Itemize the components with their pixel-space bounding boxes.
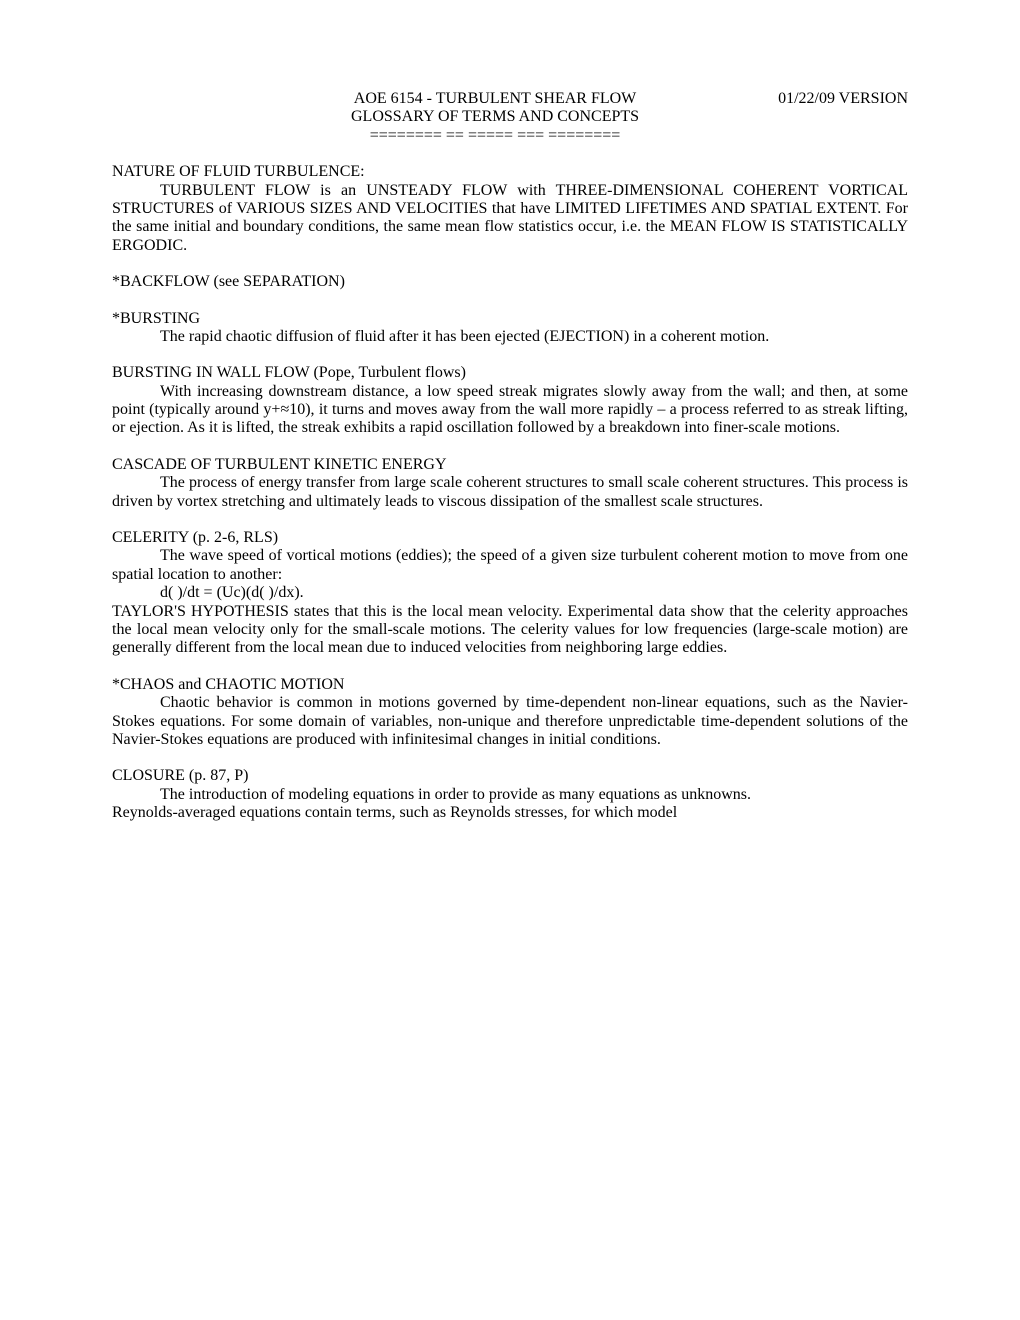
heading-backflow: *BACKFLOW (see SEPARATION): [112, 273, 908, 291]
section-backflow: *BACKFLOW (see SEPARATION): [112, 273, 908, 291]
header-center: AOE 6154 - TURBULENT SHEAR FLOW GLOSSARY…: [212, 90, 778, 145]
header-row: AOE 6154 - TURBULENT SHEAR FLOW GLOSSARY…: [112, 90, 908, 145]
section-celerity: CELERITY (p. 2-6, RLS) The wave speed of…: [112, 529, 908, 658]
body-nature: TURBULENT FLOW is an UNSTEADY FLOW with …: [112, 182, 908, 256]
body-bursting: The rapid chaotic diffusion of fluid aft…: [112, 328, 908, 346]
heading-bursting-wall: BURSTING IN WALL FLOW (Pope, Turbulent f…: [112, 364, 908, 382]
body-closure-2: Reynolds-averaged equations contain term…: [112, 804, 908, 822]
body-closure-1: The introduction of modeling equations i…: [112, 786, 908, 804]
version-label: 01/22/09 VERSION: [778, 90, 908, 145]
section-bursting-wall: BURSTING IN WALL FLOW (Pope, Turbulent f…: [112, 364, 908, 438]
course-subtitle: GLOSSARY OF TERMS AND CONCEPTS: [212, 108, 778, 126]
heading-celerity: CELERITY (p. 2-6, RLS): [112, 529, 908, 547]
section-chaos: *CHAOS and CHAOTIC MOTION Chaotic behavi…: [112, 676, 908, 750]
body-chaos: Chaotic behavior is common in motions go…: [112, 694, 908, 749]
course-title: AOE 6154 - TURBULENT SHEAR FLOW: [212, 90, 778, 108]
body-cascade: The process of energy transfer from larg…: [112, 474, 908, 511]
body-celerity-1: The wave speed of vortical motions (eddi…: [112, 547, 908, 584]
heading-cascade: CASCADE OF TURBULENT KINETIC ENERGY: [112, 456, 908, 474]
heading-chaos: *CHAOS and CHAOTIC MOTION: [112, 676, 908, 694]
section-closure: CLOSURE (p. 87, P) The introduction of m…: [112, 767, 908, 822]
header-divider: ======== == ===== === ========: [212, 127, 778, 145]
equation-celerity: d( )/dt = (Uc)(d( )/dx).: [112, 584, 908, 602]
heading-nature: NATURE OF FLUID TURBULENCE:: [112, 163, 908, 181]
section-bursting: *BURSTING The rapid chaotic diffusion of…: [112, 310, 908, 347]
heading-closure: CLOSURE (p. 87, P): [112, 767, 908, 785]
body-bursting-wall: With increasing downstream distance, a l…: [112, 383, 908, 438]
body-celerity-2: TAYLOR'S HYPOTHESIS states that this is …: [112, 603, 908, 658]
document-page: AOE 6154 - TURBULENT SHEAR FLOW GLOSSARY…: [0, 0, 1020, 883]
section-nature: NATURE OF FLUID TURBULENCE: TURBULENT FL…: [112, 163, 908, 255]
heading-bursting: *BURSTING: [112, 310, 908, 328]
section-cascade: CASCADE OF TURBULENT KINETIC ENERGY The …: [112, 456, 908, 511]
